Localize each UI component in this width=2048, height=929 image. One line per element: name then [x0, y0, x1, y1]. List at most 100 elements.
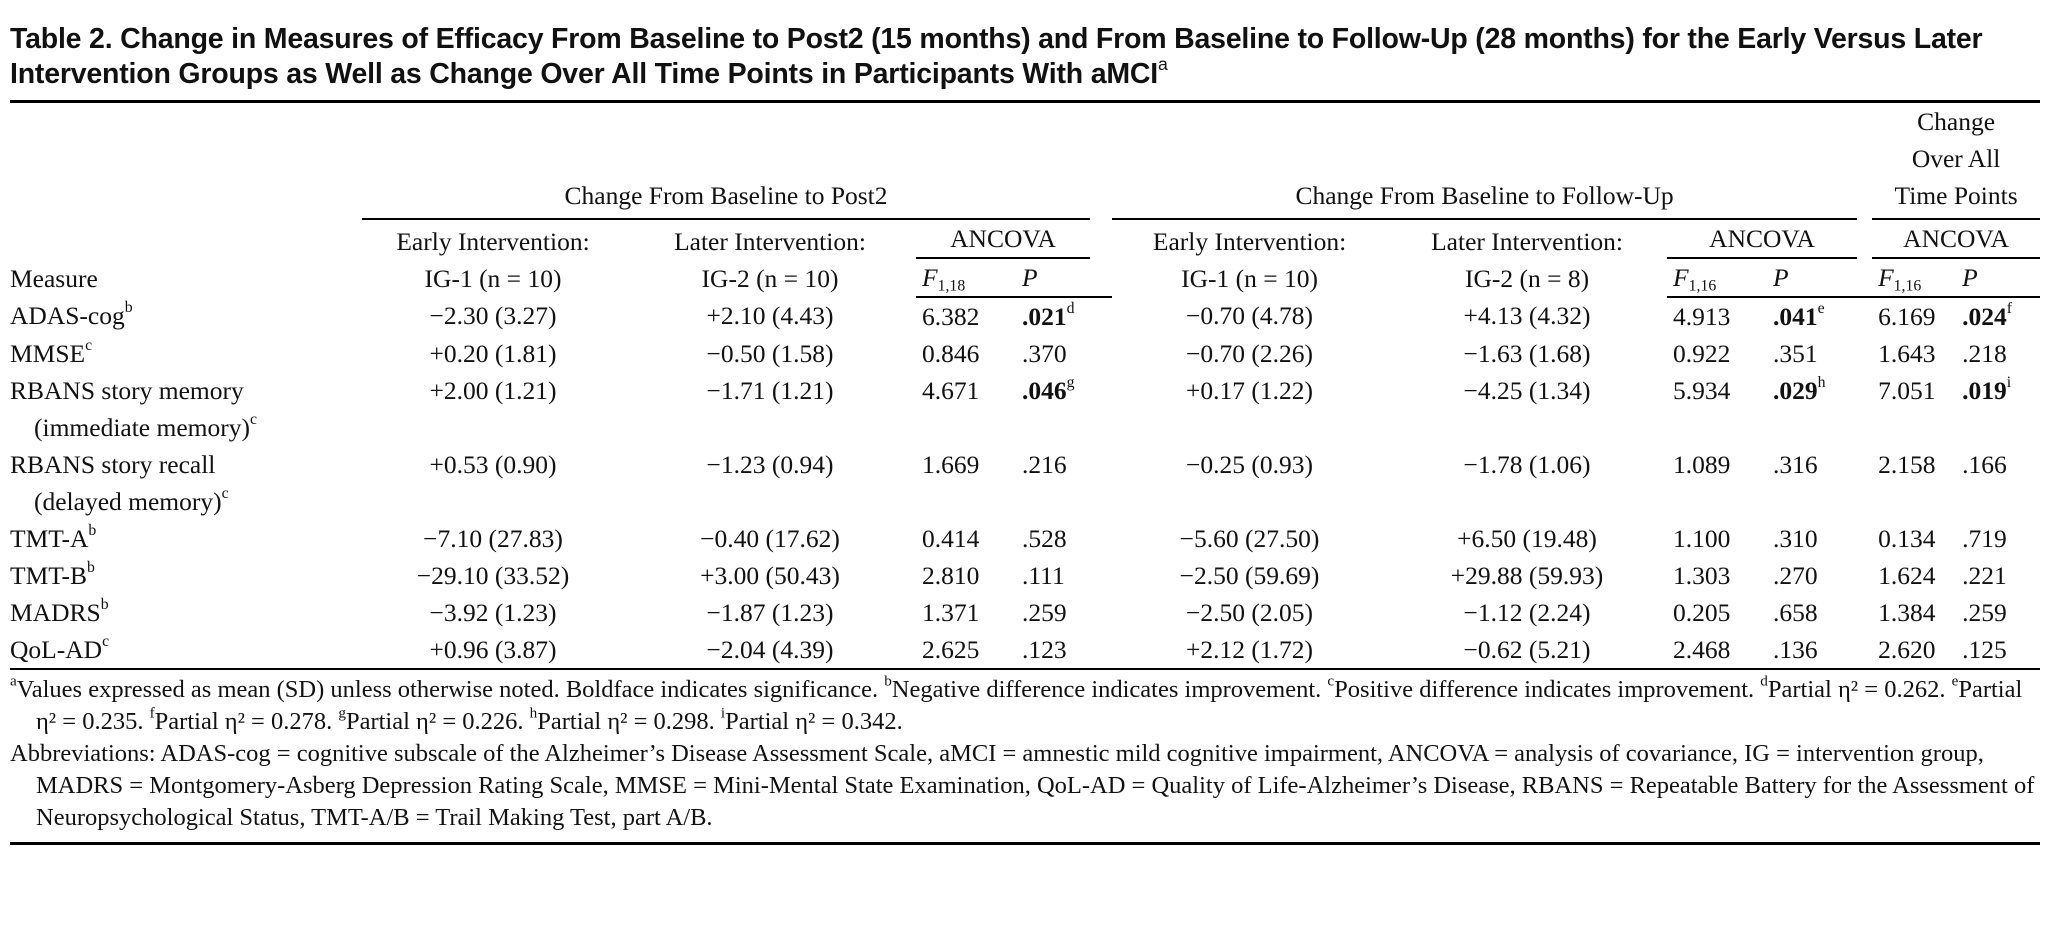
p-cell: .125 [1954, 631, 2041, 670]
stat-cell: 2.810 [916, 557, 1014, 594]
mean-sd-cell: −2.30 (3.27) [362, 297, 624, 335]
cell-value: −2.04 (4.39) [706, 635, 834, 664]
mean-sd-cell: +6.50 (19.48) [1387, 520, 1667, 557]
cell-value: −7.10 (27.83) [423, 524, 563, 553]
abbreviations: Abbreviations: ADAS-cog = cognitive subs… [10, 740, 2035, 831]
stat-symbol: F [922, 263, 938, 292]
cell-value: .270 [1773, 561, 1818, 590]
stat-df: 1,16 [1893, 277, 1922, 295]
mean-sd-cell: +0.17 (1.22) [1112, 372, 1387, 446]
table-row: ADAS-cogb −2.30 (3.27) +2.10 (4.43) 6.382 .0… [10, 297, 2040, 335]
cell-value: .125 [1962, 635, 2007, 664]
mean-sd-cell: +0.20 (1.81) [362, 335, 624, 372]
spacer [1090, 631, 1113, 670]
cell-value: −29.10 (33.52) [416, 561, 570, 590]
measure-cell: RBANS story recall (delayed memory)c [10, 446, 362, 520]
table-row: RBANS story recall (delayed memory)c +0.53… [10, 446, 2040, 520]
table-row: QoL-ADc +0.96 (3.87) −2.04 (4.39) 2.625 .123… [10, 631, 2041, 670]
spacer [1857, 631, 1873, 670]
stat-header: F1,16 [1872, 258, 1955, 298]
footnote-text: Partial η² = 0.278. [154, 708, 333, 735]
footnote-mark: c [249, 411, 257, 429]
cell-value: −3.92 (1.23) [429, 598, 557, 627]
stat-cell: 4.913 [1667, 297, 1765, 335]
group-label: Time Points [1894, 181, 2018, 210]
stat-header: F1,16 [1667, 258, 1766, 298]
footnote-text: Positive difference indicates improvemen… [1334, 676, 1755, 703]
stat-cell: 0.846 [916, 335, 1014, 372]
cell-value: 4.671 [922, 376, 980, 405]
test-label: ANCOVA [1709, 224, 1815, 253]
p-cell: .316 [1765, 446, 1857, 520]
measure-header: Measure [10, 264, 98, 293]
cell-value: 6.169 [1878, 302, 1936, 331]
spacer [1857, 258, 1873, 298]
cell-value: 0.134 [1878, 524, 1936, 553]
measure-cell: ADAS-cogb [10, 297, 362, 335]
spacer [1857, 335, 1872, 372]
footnote-mark: a [10, 672, 17, 690]
mean-sd-cell: −5.60 (27.50) [1112, 520, 1387, 557]
stat-cell: 0.414 [916, 520, 1014, 557]
mean-sd-cell: −2.50 (59.69) [1112, 557, 1387, 594]
spacer [1857, 557, 1872, 594]
table-header: Measure Change From Baseline to Post2 Chan… [10, 103, 2041, 298]
arm-label: Later Intervention: [674, 227, 866, 256]
mean-sd-cell: +4.13 (4.32) [1387, 297, 1667, 335]
footnote-mark: d [1066, 300, 1075, 318]
spacer [1857, 297, 1872, 335]
stat-cell: 7.051 [1872, 372, 1954, 446]
cell-value: +2.12 (1.72) [1186, 635, 1314, 664]
p-cell: .259 [1954, 594, 2040, 631]
mean-sd-cell: +2.10 (4.43) [624, 297, 916, 335]
cell-value: .123 [1022, 635, 1067, 664]
cell-value: 5.934 [1673, 376, 1731, 405]
document: Table 2. Change in Measures of Efficacy … [10, 23, 2041, 845]
spacer [1090, 297, 1112, 335]
stat-cell: 1.371 [916, 594, 1014, 631]
spacer [1090, 372, 1112, 446]
spacer [1090, 335, 1112, 372]
cell-value: .310 [1773, 524, 1818, 553]
cell-value: −0.40 (17.62) [700, 524, 840, 553]
cell-value: .024 [1962, 302, 2007, 331]
footnote-mark: h [1817, 374, 1826, 392]
table-row: TMT-Ab −7.10 (27.83) −0.40 (17.62) 0.414 .52… [10, 520, 2040, 557]
footnote-text: Partial η² = 0.235. [36, 676, 2023, 735]
stat-cell: 2.620 [1872, 631, 1955, 670]
arm-header: Later Intervention: IG-2 (n = 10) [624, 219, 916, 297]
cell-value: .041 [1773, 302, 1818, 331]
p-cell: .658 [1765, 594, 1857, 631]
mean-sd-cell: −0.70 (2.26) [1112, 335, 1387, 372]
p-cell: .041e [1765, 297, 1857, 335]
cell-value: .658 [1773, 598, 1818, 627]
arm-label: Later Intervention: [1431, 227, 1623, 256]
cell-value: −5.60 (27.50) [1179, 524, 1320, 553]
group-header: Change From Baseline to Post2 [362, 103, 1091, 220]
cell-value: .528 [1022, 524, 1067, 553]
cell-value: .218 [1962, 339, 2007, 368]
p-cell: .024f [1954, 297, 2040, 335]
title-footnote-mark: a [1158, 53, 1168, 74]
mean-sd-cell: +29.88 (59.93) [1387, 557, 1667, 594]
p-cell: .166 [1954, 446, 2040, 520]
footnote-mark: b [87, 559, 95, 577]
p-symbol: P [1022, 263, 1038, 292]
p-cell: .310 [1765, 520, 1857, 557]
arm-header: Early Intervention: IG-1 (n = 10) [362, 219, 624, 297]
group-label: Change From Baseline to Post2 [564, 181, 888, 210]
footnote-mark: b [124, 299, 133, 317]
cell-value: −1.23 (0.94) [706, 450, 834, 479]
table-row: RBANS story memory (immediate memory)c +2.… [10, 372, 2040, 446]
cell-value: 1.384 [1878, 598, 1936, 627]
header-cell: Measure [10, 103, 362, 297]
header-row: F1,18 P F1,16 P F1,16 P [10, 258, 2041, 298]
spacer [1857, 520, 1872, 557]
p-cell: .528 [1014, 520, 1090, 557]
cell-value: −1.87 (1.23) [706, 598, 834, 627]
stat-cell: 0.922 [1667, 335, 1765, 372]
measure-cell: MMSEc [10, 335, 362, 372]
cell-value: 1.100 [1673, 524, 1731, 553]
cell-value: −1.63 (1.68) [1463, 339, 1591, 368]
